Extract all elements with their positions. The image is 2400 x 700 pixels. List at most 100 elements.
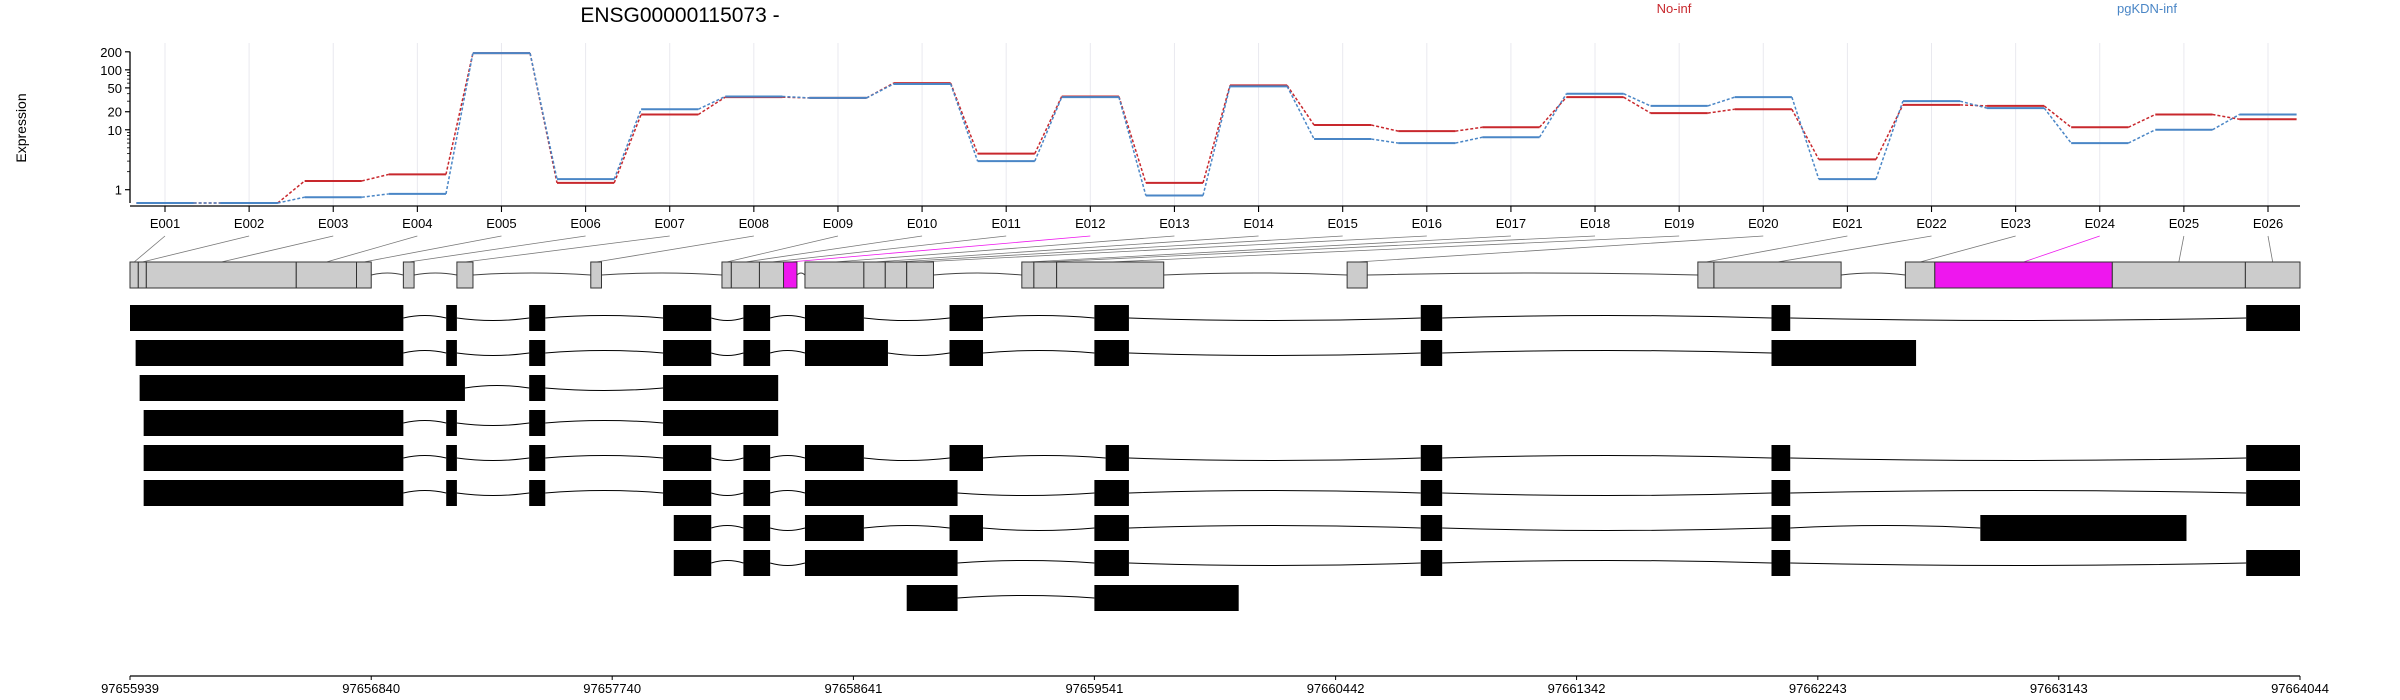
exon-connector-e007 — [464, 235, 670, 263]
data-connector — [1791, 108, 1820, 160]
transcript-exon — [1420, 305, 1443, 331]
transcript-exon — [804, 515, 864, 541]
transcript-intron — [982, 315, 1095, 319]
data-connector — [1707, 108, 1735, 114]
data-connector — [1202, 85, 1231, 184]
transcript-exon — [673, 515, 712, 541]
transcript-intron — [711, 525, 744, 529]
exon-connector-e026 — [2267, 235, 2274, 263]
x-tick-label-e019: E019 — [1664, 216, 1694, 231]
y-tick-label: 1 — [115, 183, 122, 198]
exon-block-e008 — [590, 261, 602, 289]
x-tick-label-e005: E005 — [486, 216, 516, 231]
genomic-tick-label: 97662243 — [1789, 681, 1847, 696]
transcript-exon — [743, 305, 771, 331]
transcript-intron — [545, 387, 664, 391]
exon-connector-e024 — [2023, 235, 2100, 263]
x-tick-label-e006: E006 — [570, 216, 600, 231]
transcript-intron — [711, 560, 744, 564]
transcript-exon — [1105, 445, 1129, 471]
transcript-intron — [711, 457, 744, 461]
x-tick-label-e011: E011 — [991, 216, 1020, 231]
transcript-exon — [663, 410, 779, 436]
exon-connector-e021 — [1705, 235, 1848, 263]
x-tick-label-e012: E012 — [1075, 216, 1105, 231]
transcript-intron — [1442, 455, 1772, 459]
transcript-intron — [456, 422, 530, 426]
expression-series — [136, 52, 2297, 204]
legend-label-no-inf: No-inf — [1657, 1, 1692, 16]
exon-model-intron — [1367, 272, 1698, 276]
exon-connector-e020 — [1357, 235, 1764, 263]
transcript-intron — [1442, 315, 1772, 319]
x-tick-label-e014: E014 — [1243, 216, 1273, 231]
transcript-exon — [1980, 515, 2187, 541]
transcript-intron — [456, 317, 530, 321]
transcript-intron — [1442, 560, 1772, 564]
data-connector — [949, 83, 979, 162]
transcript-exon — [663, 445, 712, 471]
transcript-exon — [1420, 550, 1443, 576]
transcript-exon — [673, 550, 712, 576]
transcript-exon — [663, 375, 779, 401]
exon-model-intron — [413, 272, 457, 276]
transcript-exon — [743, 340, 771, 366]
data-connector — [1707, 96, 1735, 107]
y-tick-label: 20 — [108, 105, 122, 120]
data-connector — [361, 193, 389, 198]
exon-block-e017 — [1021, 261, 1035, 289]
data-connector — [1371, 124, 1399, 132]
data-connector — [1118, 96, 1147, 196]
transcript-intron — [770, 562, 806, 566]
exon-connector-e022 — [1777, 235, 1932, 263]
data-connector — [1875, 104, 1904, 160]
transcript-intron — [1128, 525, 1421, 529]
transcript-exon — [2246, 550, 2300, 576]
series-no-inf — [136, 52, 2297, 204]
transcript-exon — [446, 340, 457, 366]
exon-model-intron — [1163, 272, 1348, 276]
transcript-intron — [464, 385, 530, 389]
x-tick-label-e007: E007 — [655, 216, 685, 231]
x-tick-label-e017: E017 — [1496, 216, 1526, 231]
exon-connector-e002 — [142, 235, 250, 263]
data-connector — [1202, 86, 1231, 196]
data-connector — [2212, 113, 2240, 131]
transcript-intron — [545, 315, 664, 319]
transcript-intron — [456, 352, 530, 356]
exon-connector-e005 — [363, 235, 502, 263]
transcript-exon — [529, 305, 546, 331]
data-connector — [445, 52, 474, 175]
data-connector — [1034, 96, 1063, 162]
exon-connector-e008 — [596, 235, 754, 263]
legend-label-pgkdn-inf: pgKDN-inf — [2117, 1, 2177, 16]
transcript-exon — [529, 410, 546, 436]
transcript-intron — [770, 315, 806, 319]
data-connector — [1286, 86, 1315, 140]
transcript-exon — [135, 340, 404, 366]
transcript-exon — [2246, 480, 2300, 506]
exon-connector-e010 — [745, 235, 923, 263]
transcript-exon — [1771, 305, 1791, 331]
exon-block-e023 — [1904, 261, 1936, 289]
transcript-intron — [770, 350, 806, 354]
exon-connector-e023 — [1919, 235, 2016, 263]
transcript-exon — [529, 340, 546, 366]
exon-model-intron — [796, 272, 806, 276]
data-connector — [866, 83, 894, 99]
data-connector — [1371, 138, 1399, 144]
transcript-exon — [1094, 480, 1129, 506]
exon-connector-e011 — [771, 235, 1007, 263]
transcript-exon — [949, 445, 984, 471]
transcript-exon — [143, 445, 404, 471]
transcript-intron — [1790, 562, 2247, 566]
transcript-intron — [1442, 350, 1772, 354]
genomic-tick-label: 97660442 — [1307, 681, 1365, 696]
transcript-exon — [1094, 340, 1129, 366]
data-connector — [529, 52, 558, 180]
transcript-exon — [1771, 340, 1917, 366]
data-connector — [361, 173, 389, 182]
x-tick-label-e018: E018 — [1580, 216, 1610, 231]
transcript-exon — [446, 410, 457, 436]
transcript-exon — [743, 515, 771, 541]
